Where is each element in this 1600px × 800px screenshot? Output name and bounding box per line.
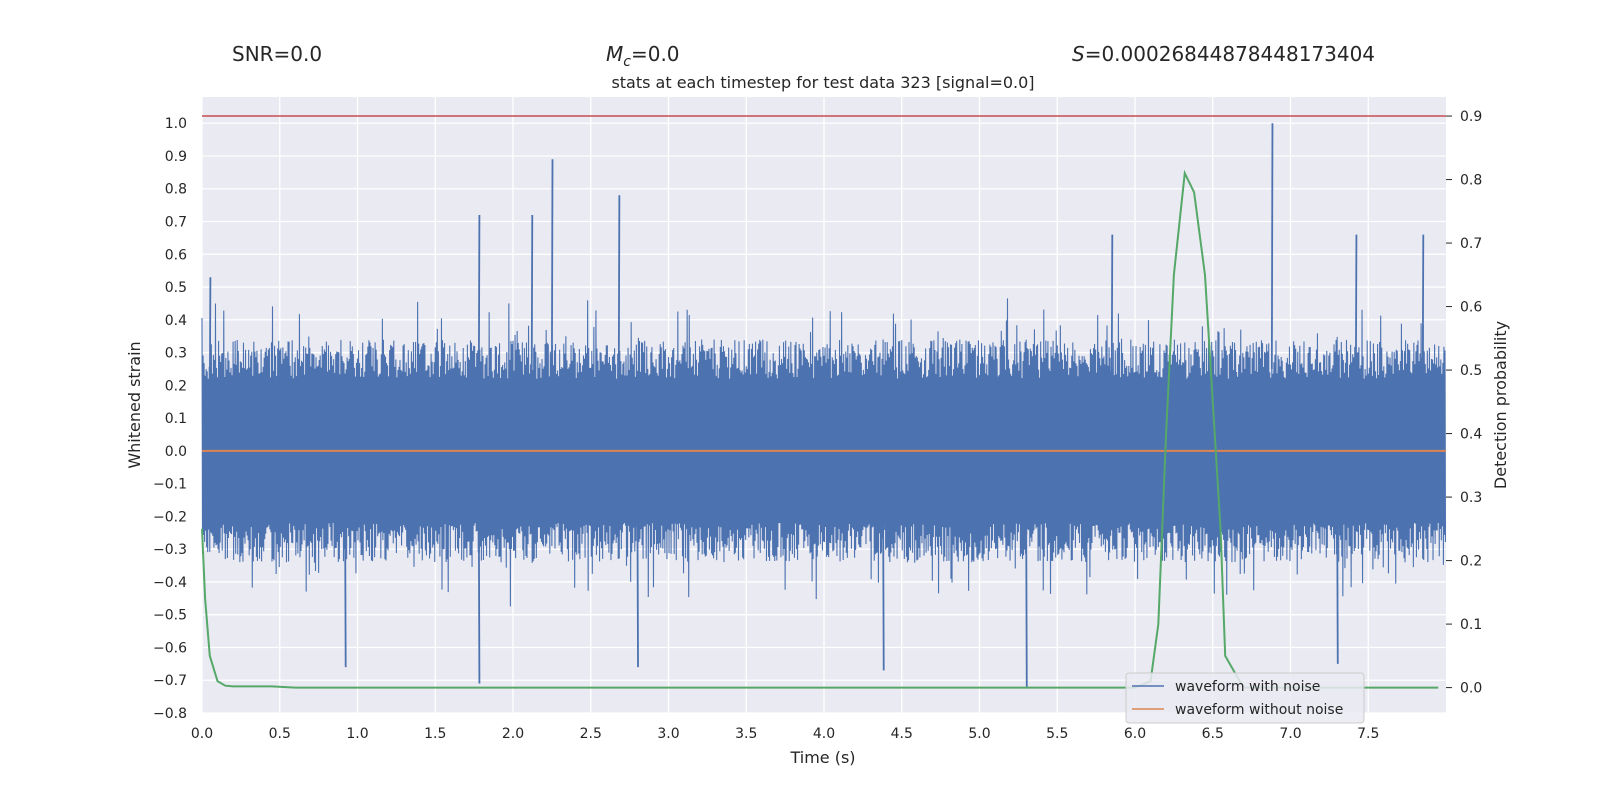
y-tick-label: 0.6	[165, 247, 187, 263]
y-tick-label: 0.4	[165, 313, 187, 329]
y-tick-label: −0.4	[153, 575, 187, 591]
x-tick-label: 6.0	[1124, 726, 1146, 742]
x-tick-label: 5.0	[968, 726, 990, 742]
noise-peak	[1025, 509, 1028, 687]
x-tick-label: 0.5	[269, 726, 291, 742]
y2-tick-label: 0.2	[1460, 554, 1482, 570]
x-tick-label: 0.0	[191, 726, 213, 742]
y2-tick-label: 0.7	[1460, 236, 1482, 252]
x-axis-label: Time (s)	[789, 748, 855, 767]
y-tick-label: 0.0	[165, 444, 187, 460]
chirp-mass-label: Mc=0.0	[606, 42, 680, 70]
noise-peak	[1421, 234, 1425, 397]
s-statistic-label: S=0.00026844878448173404	[1072, 42, 1375, 66]
chirp-mass-subscript: c	[623, 54, 631, 70]
x-tick-label: 4.5	[891, 726, 913, 742]
y2-tick-label: 0.1	[1460, 617, 1482, 633]
noise-peak	[477, 214, 481, 392]
noise-peak	[1270, 123, 1274, 369]
legend-label-clean: waveform without noise	[1175, 702, 1343, 718]
noise-peak	[882, 505, 885, 671]
s-statistic-value: =0.00026844878448173404	[1085, 42, 1375, 66]
x-tick-label: 5.5	[1046, 726, 1068, 742]
x-tick-label: 1.5	[424, 726, 446, 742]
noise-peak	[617, 195, 621, 387]
legend: waveform with noise waveform without noi…	[1125, 672, 1365, 724]
y-tick-label: −0.8	[153, 706, 187, 722]
x-tick-label: 6.5	[1202, 726, 1224, 742]
noise-peak	[477, 509, 481, 684]
y-tick-label: 0.7	[165, 215, 187, 231]
y-tick-label: −0.5	[153, 608, 187, 624]
y2-tick-label: 0.9	[1460, 109, 1482, 125]
x-tick-label: 1.0	[346, 726, 368, 742]
x-tick-label: 3.0	[657, 726, 679, 742]
x-tick-labels: 0.0 0.5 1.0 1.5 2.0 2.5 3.0 3.5 4.0 4.5 5.0 5.5 6.0 6…	[191, 726, 1380, 742]
y-tick-label: 0.1	[165, 411, 187, 427]
y2-tick-label: 0.4	[1460, 427, 1482, 443]
y2-tick-label: 0.5	[1460, 363, 1482, 379]
noise-peak	[208, 277, 212, 408]
y-tick-label: 0.3	[165, 346, 187, 362]
y-axis-label: Whitened strain	[125, 341, 144, 468]
x-tick-label: 7.5	[1357, 726, 1379, 742]
noise-peak	[344, 504, 347, 668]
x-tick-label: 4.0	[813, 726, 835, 742]
y-tick-labels: 1.0 0.9 0.8 0.7 0.6 0.5 0.4 0.3 0.2 0.1 0.0 −0.1 −0.…	[153, 116, 187, 722]
y2-axis-label: Detection probability	[1491, 321, 1510, 489]
y-tick-label: 1.0	[165, 116, 187, 132]
chirp-mass-symbol: M	[606, 42, 623, 66]
x-tick-label: 3.5	[735, 726, 757, 742]
chirp-mass-value: =0.0	[631, 42, 680, 66]
x-tick-label: 2.0	[502, 726, 524, 742]
noise-peak	[550, 159, 554, 378]
x-tick-label: 2.5	[580, 726, 602, 742]
y-tick-label: 0.2	[165, 378, 187, 394]
noise-peak	[1354, 234, 1358, 397]
waveform-with-noise-series	[201, 123, 1447, 687]
y-tick-label: 0.9	[165, 149, 187, 165]
y2-tick-label: 0.8	[1460, 173, 1482, 189]
s-statistic-symbol: S	[1072, 42, 1085, 66]
legend-label-noise: waveform with noise	[1175, 679, 1320, 695]
y2-tick-label: 0.6	[1460, 300, 1482, 316]
noise-peak	[1336, 504, 1339, 664]
y-tick-label: −0.3	[153, 542, 187, 558]
y-tick-label: −0.1	[153, 477, 187, 493]
noise-waveform-line	[201, 298, 1447, 607]
chart-title: stats at each timestep for test data 323…	[611, 73, 1034, 92]
y2-tick-label: 0.0	[1460, 681, 1482, 697]
y-tick-label: −0.6	[153, 640, 187, 656]
y-tick-label: 0.5	[165, 280, 187, 296]
y-tick-label: −0.7	[153, 673, 187, 689]
y2-tick-label: 0.3	[1460, 490, 1482, 506]
y2-tick-labels: 0.9 0.8 0.7 0.6 0.5 0.4 0.3 0.2 0.1 0.0	[1446, 109, 1482, 697]
noise-peak	[1110, 234, 1114, 397]
legend-box	[1125, 672, 1365, 724]
noise-peak	[636, 504, 639, 668]
x-tick-label: 7.0	[1279, 726, 1301, 742]
noise-peak	[530, 214, 534, 392]
y-tick-label: −0.2	[153, 509, 187, 525]
y-tick-label: 0.8	[165, 182, 187, 198]
snr-label: SNR=0.0	[232, 42, 322, 66]
